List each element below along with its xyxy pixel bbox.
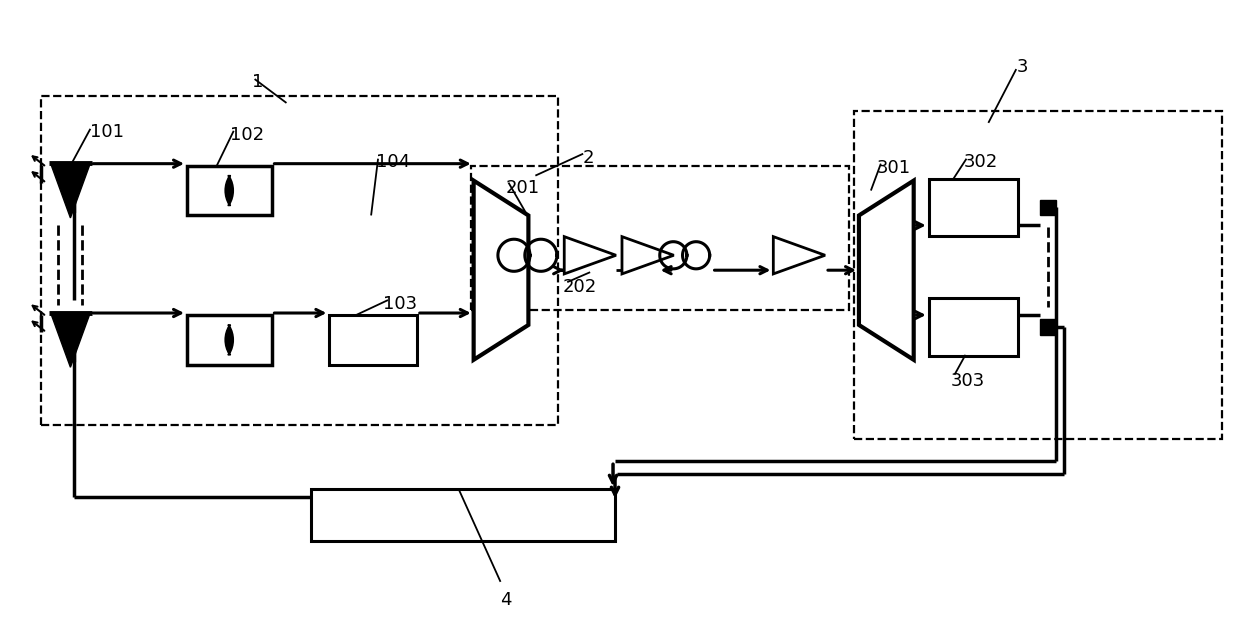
Polygon shape [51,163,90,218]
Bar [1040,319,1056,335]
Text: 303: 303 [950,372,985,390]
Polygon shape [51,312,90,367]
Text: 2: 2 [582,149,593,167]
Bar [41,96,559,425]
Polygon shape [564,237,616,274]
Text: 4: 4 [501,591,512,609]
Text: 3: 3 [1016,58,1027,76]
Text: 102: 102 [229,126,264,144]
Bar [187,166,271,215]
Polygon shape [473,180,528,360]
Polygon shape [225,325,233,355]
Bar [854,111,1223,439]
Bar [330,315,416,365]
Text: 101: 101 [90,123,124,141]
Text: 1: 1 [252,73,263,91]
Text: 202: 202 [563,278,596,296]
Text: 104: 104 [377,153,410,171]
Bar [471,166,849,310]
Text: 201: 201 [506,179,540,197]
Polygon shape [859,180,913,360]
Bar [929,179,1018,237]
Polygon shape [225,175,233,206]
Bar [311,489,615,541]
Text: 301: 301 [877,158,911,177]
Bar [187,315,271,365]
Polygon shape [773,237,825,274]
Text: 103: 103 [383,295,418,313]
Bar [929,298,1018,356]
Bar [1040,199,1056,215]
Text: 302: 302 [964,153,997,171]
Polygon shape [622,237,674,274]
